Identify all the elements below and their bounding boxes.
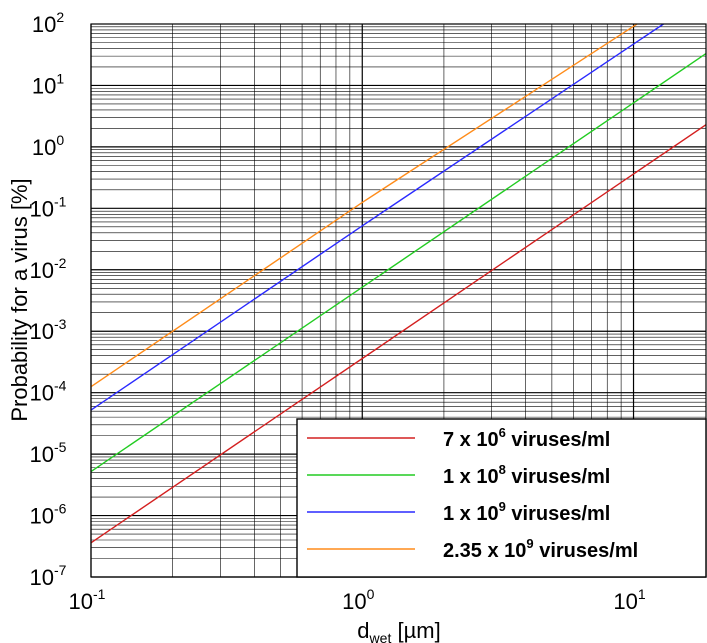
x-axis-label: dwet [µm] <box>357 618 440 643</box>
y-tick-label: 100 <box>32 132 64 160</box>
series-line-3 <box>90 23 664 411</box>
y-tick-label: 102 <box>32 9 64 37</box>
legend-label-2: 1 x 108 viruses/ml <box>443 462 610 488</box>
series-line-1 <box>90 124 707 544</box>
series-layer <box>90 23 707 544</box>
y-tick-labels: 10-7 10-6 10-5 10-4 10-3 10-2 10-1 100 101 102 <box>30 9 67 590</box>
y-tick-label: 101 <box>32 70 64 98</box>
y-tick-label: 10-4 <box>30 378 67 406</box>
y-tick-label: 10-1 <box>30 193 67 221</box>
y-tick-label: 10-6 <box>30 501 67 529</box>
y-axis-label: Probability for a virus [%] <box>7 178 32 421</box>
legend-label-4: 2.35 x 109 viruses/ml <box>443 536 638 562</box>
legend-label-1: 7 x 106 viruses/ml <box>443 425 610 451</box>
legend-label-3: 1 x 109 viruses/ml <box>443 499 610 525</box>
y-tick-label: 10-7 <box>30 562 67 590</box>
legend: 7 x 106 viruses/ml 1 x 108 viruses/ml 1 x … <box>296 418 707 578</box>
x-tick-label: 101 <box>613 586 645 614</box>
x-tick-labels: 10-1 100 101 <box>69 586 646 614</box>
y-tick-label: 10-5 <box>30 439 67 467</box>
series-line-4 <box>90 23 638 388</box>
x-tick-label: 100 <box>342 586 374 614</box>
x-tick-label: 10-1 <box>69 586 106 614</box>
y-tick-label: 10-2 <box>30 255 67 283</box>
series-line-2 <box>90 53 707 473</box>
legend-box <box>296 418 707 578</box>
y-tick-label: 10-3 <box>30 316 67 344</box>
